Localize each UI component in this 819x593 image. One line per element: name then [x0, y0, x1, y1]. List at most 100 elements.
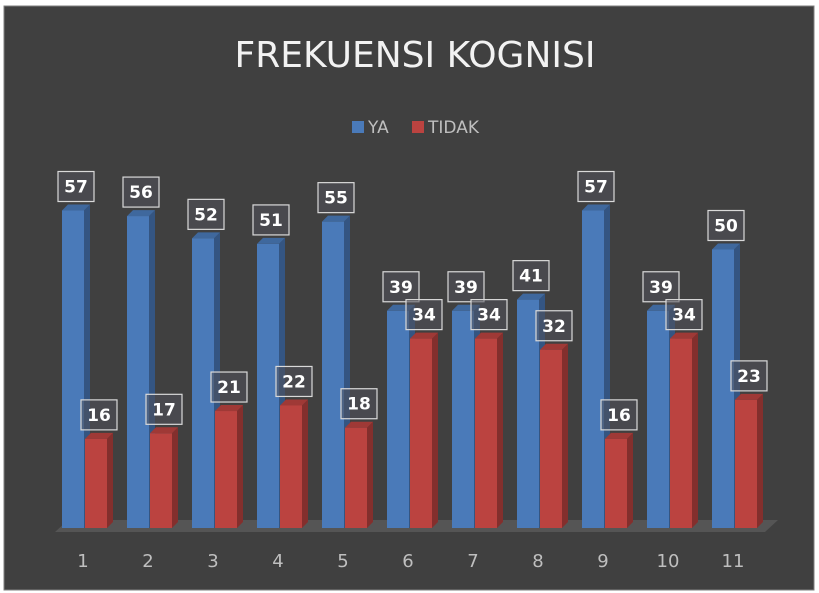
bar-top [475, 332, 503, 339]
bar-top [582, 204, 610, 211]
data-label-box [122, 176, 160, 208]
data-label-box [340, 388, 378, 420]
bar [452, 310, 474, 528]
bar [150, 433, 172, 528]
chart-title: FREKUENSI KOGNISI [235, 35, 596, 76]
data-label-box [642, 271, 680, 303]
data-label: 57 [64, 178, 88, 198]
data-label-box [665, 299, 703, 331]
data-label-box [187, 198, 225, 230]
bar [410, 338, 432, 528]
bar [62, 210, 84, 528]
bar [322, 221, 344, 528]
bar-top [735, 393, 763, 400]
data-label: 22 [282, 372, 306, 392]
bar [345, 427, 367, 528]
data-label-box [317, 182, 355, 214]
data-label-box [57, 170, 95, 203]
x-tick-label: 2 [142, 551, 153, 572]
bar-side [302, 399, 308, 528]
data-label: 57 [584, 178, 608, 198]
data-label-box [535, 310, 573, 342]
x-tick-label: 8 [532, 551, 543, 572]
x-tick-label: 5 [337, 551, 348, 572]
x-tick-label: 3 [207, 551, 218, 572]
bar-top [670, 332, 698, 339]
bar [215, 411, 237, 528]
data-label: 32 [542, 317, 566, 337]
bar-side [562, 343, 568, 528]
bar-top [85, 432, 113, 439]
bar [670, 338, 692, 528]
data-label: 21 [217, 378, 241, 398]
bar [735, 399, 757, 528]
bar [712, 249, 734, 528]
x-tick-label: 1 [77, 551, 88, 572]
data-label-box [600, 399, 638, 431]
bar-top [540, 343, 568, 350]
data-label: 34 [412, 306, 436, 326]
bar-top [517, 293, 545, 300]
data-label-box [707, 209, 745, 242]
legend-swatch [352, 121, 364, 133]
bar-top [410, 332, 438, 339]
data-label: 55 [324, 189, 348, 209]
bar-top [280, 399, 308, 406]
data-label-box [210, 371, 248, 403]
bar-top [215, 405, 243, 412]
data-label: 23 [737, 367, 761, 387]
bar [257, 243, 279, 528]
data-label: 39 [649, 278, 673, 298]
bar [540, 349, 562, 528]
data-label: 16 [607, 406, 631, 426]
data-label-box [447, 271, 485, 303]
bar [85, 438, 107, 528]
bar-top [150, 427, 178, 434]
bar-top [127, 210, 155, 217]
x-tick-label: 4 [272, 551, 283, 572]
bar-side [237, 405, 243, 528]
bar-top [345, 421, 373, 428]
bar-top [192, 232, 220, 239]
bar-side [432, 332, 438, 528]
bar-side [497, 332, 503, 528]
bar [647, 310, 669, 528]
legend-label: TIDAK [427, 118, 480, 138]
data-label: 56 [129, 183, 153, 203]
legend-label: YA [367, 118, 389, 138]
x-tick-label: 11 [722, 551, 745, 572]
data-label: 39 [454, 278, 478, 298]
data-label-box [730, 360, 768, 392]
bar [280, 405, 302, 528]
bar-top [257, 237, 285, 244]
data-label-box [80, 399, 118, 431]
x-tick-label: 6 [402, 551, 413, 572]
data-label-box [577, 170, 615, 203]
bar [605, 438, 627, 528]
data-label: 16 [87, 406, 111, 426]
data-label-box [470, 299, 508, 331]
x-tick-label: 10 [657, 551, 680, 572]
bar [582, 210, 604, 528]
bar-top [322, 215, 350, 222]
data-label: 52 [194, 205, 218, 225]
data-label: 39 [389, 278, 413, 298]
data-label-box [275, 365, 313, 398]
bar-side [367, 421, 373, 528]
data-label: 34 [672, 306, 696, 326]
data-label-box [405, 299, 443, 331]
data-label: 41 [519, 267, 543, 287]
bar-top [605, 432, 633, 439]
data-label-box [252, 204, 290, 236]
bar [517, 299, 539, 528]
data-label-box [382, 271, 420, 303]
data-label-box [512, 260, 550, 292]
bar-side [172, 427, 178, 528]
bar-top [62, 204, 90, 211]
bar [192, 238, 214, 529]
bar-side [627, 432, 633, 528]
data-label: 17 [152, 400, 176, 420]
data-label: 50 [714, 217, 738, 237]
x-tick-label: 7 [467, 551, 478, 572]
